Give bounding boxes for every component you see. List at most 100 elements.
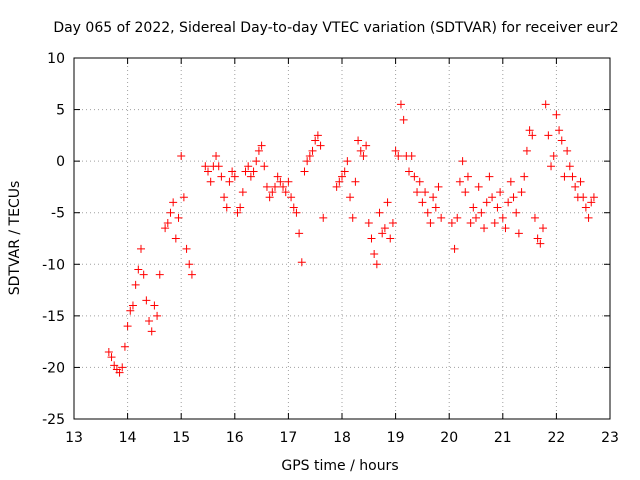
x-tick-label: 15 — [172, 430, 190, 446]
data-point — [375, 208, 384, 217]
data-point — [249, 167, 258, 176]
data-point — [490, 219, 499, 228]
chart-title: Day 065 of 2022, Sidereal Day-to-day VTE… — [53, 20, 618, 36]
data-point — [150, 301, 159, 310]
data-point — [241, 167, 250, 176]
data-point — [107, 353, 116, 362]
data-point — [563, 146, 572, 155]
data-point — [555, 126, 564, 135]
data-point — [514, 229, 523, 238]
data-point — [576, 177, 585, 186]
data-point — [458, 157, 467, 166]
data-point — [311, 136, 320, 145]
data-point — [252, 157, 261, 166]
data-point — [547, 162, 556, 171]
data-point — [533, 234, 542, 243]
x-tick-label: 23 — [601, 430, 619, 446]
data-point — [335, 177, 344, 186]
data-point — [434, 182, 443, 191]
data-point — [257, 141, 266, 150]
data-point — [214, 162, 223, 171]
data-point — [463, 172, 472, 181]
data-point — [415, 177, 424, 186]
data-point — [571, 182, 580, 191]
data-point — [407, 151, 416, 160]
data-point — [244, 162, 253, 171]
data-point — [169, 198, 178, 207]
data-point — [423, 208, 432, 217]
data-point — [246, 172, 255, 181]
data-point — [372, 260, 381, 269]
data-point — [474, 182, 483, 191]
data-point — [485, 172, 494, 181]
data-point — [351, 177, 360, 186]
data-point — [233, 208, 242, 217]
data-point — [469, 203, 478, 212]
data-point — [455, 177, 464, 186]
data-point — [426, 219, 435, 228]
data-point — [450, 244, 459, 253]
x-tick-label: 16 — [226, 430, 244, 446]
data-point — [512, 208, 521, 217]
data-point — [332, 182, 341, 191]
data-point — [145, 317, 154, 326]
y-tick-label: -15 — [42, 309, 65, 325]
data-point — [204, 167, 212, 176]
y-tick-labels: -25 -20 -15 -10 -5 0 5 10 — [42, 51, 65, 428]
data-point — [399, 115, 408, 124]
y-tick-label: -20 — [42, 360, 65, 376]
data-point — [453, 213, 462, 222]
x-tick-labels: 13 14 15 16 17 18 19 20 21 22 23 — [65, 430, 619, 446]
data-point — [161, 224, 170, 233]
x-tick-label: 21 — [494, 430, 512, 446]
data-point — [391, 146, 400, 155]
data-point — [472, 213, 480, 222]
data-point — [367, 234, 376, 243]
y-tick-label: 5 — [56, 103, 65, 119]
data-point — [228, 167, 237, 176]
axis-ticks — [73, 57, 611, 420]
data-point — [584, 213, 593, 222]
data-point — [461, 188, 470, 197]
data-marks — [104, 100, 598, 377]
data-point — [182, 244, 191, 253]
data-point — [153, 311, 162, 320]
data-point — [539, 224, 547, 233]
data-point — [493, 203, 502, 212]
data-point — [201, 162, 210, 171]
data-point — [128, 301, 137, 310]
data-point — [220, 193, 229, 202]
data-point — [509, 193, 518, 202]
data-point — [466, 219, 475, 228]
data-point — [134, 265, 143, 274]
data-point — [549, 151, 558, 160]
data-point — [405, 167, 413, 176]
data-point — [520, 172, 529, 181]
data-point — [187, 270, 196, 279]
y-tick-label: -25 — [42, 412, 65, 428]
data-point — [126, 306, 135, 315]
data-point — [560, 172, 569, 181]
data-point — [171, 234, 180, 243]
data-point — [568, 172, 577, 181]
data-point — [496, 188, 505, 197]
data-point — [142, 296, 151, 305]
data-point — [378, 229, 387, 238]
data-point — [343, 157, 352, 166]
data-point — [581, 203, 590, 212]
data-point — [319, 213, 328, 222]
data-point — [410, 172, 419, 181]
data-point — [506, 177, 515, 186]
data-point — [268, 188, 277, 197]
x-tick-label: 13 — [65, 430, 83, 446]
data-point — [340, 167, 349, 176]
x-tick-label: 20 — [440, 430, 458, 446]
data-point — [418, 198, 427, 207]
data-point — [552, 110, 561, 119]
data-point — [522, 146, 531, 155]
data-point — [163, 219, 172, 228]
data-point — [276, 177, 285, 186]
data-point — [273, 172, 282, 181]
data-point — [541, 100, 550, 109]
